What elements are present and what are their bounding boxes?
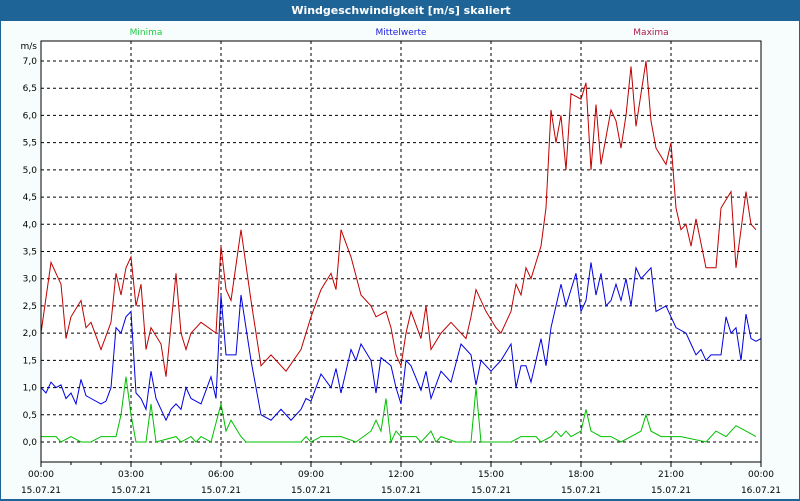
y-tick-label: 5,0: [23, 166, 38, 176]
x-tick-time: 12:00: [388, 470, 414, 480]
y-tick-label: 6,0: [23, 111, 38, 121]
y-tick-label: 2,5: [23, 302, 37, 312]
x-tick-date: 16.07.21: [741, 486, 781, 496]
series-line-maxima: [40, 60, 757, 377]
x-tick-date: 15.07.21: [651, 486, 691, 496]
x-tick-date: 15.07.21: [201, 486, 241, 496]
x-tick-date: 15.07.21: [471, 486, 511, 496]
y-tick-label: 4,0: [23, 220, 38, 230]
y-axis-unit: m/s: [21, 42, 38, 52]
y-tick-label: 4,5: [23, 193, 37, 203]
legend-minima: Minima: [130, 28, 163, 38]
x-tick-time: 21:00: [658, 470, 684, 480]
y-tick-label: 1,5: [23, 356, 37, 366]
y-tick-label: 2,0: [23, 329, 38, 339]
x-tick-time: 18:00: [568, 470, 594, 480]
legend-maxima: Maxima: [633, 28, 668, 38]
y-tick-label: 5,5: [23, 139, 37, 149]
x-tick-date: 15.07.21: [561, 486, 601, 496]
legend-mittelwerte: Mittelwerte: [375, 28, 426, 38]
y-tick-label: 1,0: [23, 384, 38, 394]
y-tick-label: 7,0: [23, 57, 38, 67]
series-line-minima: [41, 376, 757, 444]
y-tick-label: 0,0: [23, 438, 38, 448]
x-tick-time: 00:00: [748, 470, 774, 480]
x-tick-time: 15:00: [478, 470, 504, 480]
y-tick-label: 0,5: [23, 411, 37, 421]
x-tick-time: 09:00: [298, 470, 324, 480]
x-tick-time: 03:00: [118, 470, 144, 480]
x-tick-date: 15.07.21: [291, 486, 331, 496]
x-tick-time: 06:00: [208, 470, 234, 480]
x-tick-date: 15.07.21: [381, 486, 421, 496]
window-title: Windgeschwindigkeit [m/s] skaliert: [1, 1, 800, 21]
y-tick-label: 3,0: [23, 275, 38, 285]
x-tick-date: 15.07.21: [21, 486, 61, 496]
series-line-mittelwerte: [40, 262, 762, 422]
plot-frame: [40, 40, 762, 463]
x-tick-time: 00:00: [28, 470, 54, 480]
y-tick-label: 3,5: [23, 248, 37, 258]
x-tick-date: 15.07.21: [111, 486, 151, 496]
y-tick-label: 6,5: [23, 84, 37, 94]
